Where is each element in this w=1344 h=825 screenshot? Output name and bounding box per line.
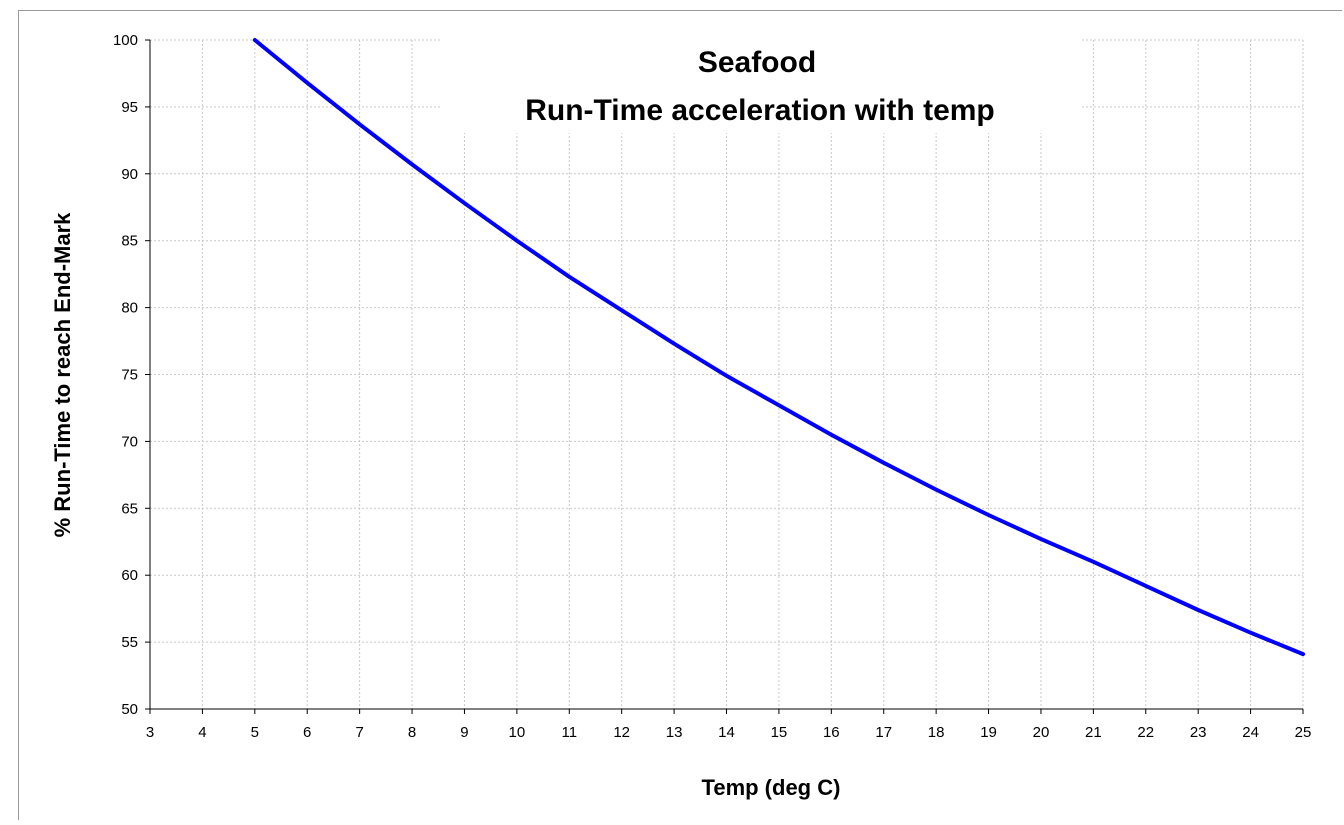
chart-title-background <box>440 38 1080 133</box>
x-tick-label: 7 <box>355 724 363 741</box>
y-tick-label: 80 <box>121 300 138 317</box>
x-tick-label: 10 <box>509 724 526 741</box>
x-tick-label: 25 <box>1295 724 1312 741</box>
x-tick-label: 14 <box>718 724 735 741</box>
x-tick-label: 8 <box>408 724 416 741</box>
y-tick-label: 55 <box>121 634 138 651</box>
x-tick-label: 9 <box>460 724 468 741</box>
x-tick-label: 17 <box>875 724 892 741</box>
y-tick-label: 100 <box>113 32 138 49</box>
series <box>252 38 1305 657</box>
y-axis-ticks: 50 55 60 65 70 75 80 85 90 95 100 <box>113 32 150 718</box>
x-tick-label: 24 <box>1242 724 1259 741</box>
x-tick-label: 11 <box>561 724 577 741</box>
y-tick-label: 90 <box>121 166 138 183</box>
x-tick-label: 6 <box>303 724 311 741</box>
x-tick-label: 3 <box>146 724 154 741</box>
y-tick-label: 50 <box>121 701 138 718</box>
x-tick-label: 13 <box>666 724 683 741</box>
chart-title-line-2: Run-Time acceleration with temp <box>525 94 995 127</box>
y-tick-label: 60 <box>121 567 138 584</box>
x-tick-label: 16 <box>823 724 840 741</box>
x-tick-label: 12 <box>613 724 630 741</box>
x-tick-label: 5 <box>251 724 259 741</box>
x-tick-label: 19 <box>980 724 997 741</box>
y-axis-title: % Run-Time to reach End-Mark <box>50 212 75 538</box>
y-tick-label: 85 <box>121 233 138 250</box>
x-tick-label: 15 <box>771 724 788 741</box>
x-tick-label: 20 <box>1033 724 1050 741</box>
y-tick-label: 65 <box>121 500 138 517</box>
y-tick-label: 75 <box>121 367 138 384</box>
chart-frame <box>18 10 1342 820</box>
x-tick-label: 21 <box>1085 724 1102 741</box>
x-tick-label: 18 <box>928 724 945 741</box>
title-box <box>440 38 1080 133</box>
x-tick-label: 22 <box>1137 724 1154 741</box>
x-axis-title: Temp (deg C) <box>702 775 841 800</box>
x-tick-label: 23 <box>1190 724 1207 741</box>
x-axis-ticks: 3 4 5 6 7 8 9 10 11 12 13 14 15 16 17 18 19 20 21 22 23 24 25 <box>146 709 1312 741</box>
y-tick-label: 95 <box>121 99 138 116</box>
x-tick-label: 4 <box>198 724 206 741</box>
y-tick-label: 70 <box>121 433 138 450</box>
series-line <box>252 38 1305 657</box>
chart-title-line-1: Seafood <box>698 46 816 79</box>
